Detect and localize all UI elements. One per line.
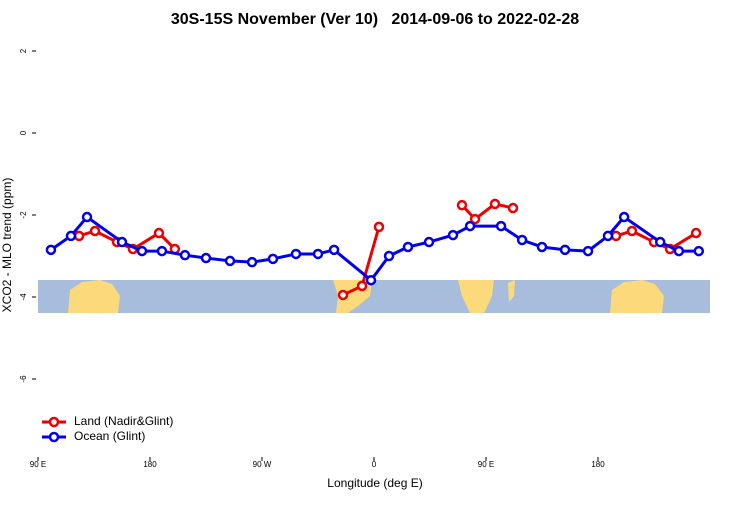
point <box>365 274 377 286</box>
point <box>464 220 476 232</box>
point <box>156 245 168 257</box>
point <box>65 230 77 242</box>
point <box>45 244 57 256</box>
point <box>423 236 435 248</box>
point <box>536 241 548 253</box>
point <box>73 230 85 242</box>
point <box>495 220 507 232</box>
x-tick-label: 90 W <box>253 460 272 469</box>
point <box>136 245 148 257</box>
point <box>489 198 501 210</box>
point <box>267 253 279 265</box>
point <box>224 255 236 267</box>
point <box>312 248 324 260</box>
legend-label: Land (Nadir&Glint) <box>74 414 173 428</box>
point <box>200 252 212 264</box>
point <box>654 236 666 248</box>
point <box>447 229 459 241</box>
x-tick-label: 90 E <box>478 460 494 469</box>
point <box>153 227 165 239</box>
point <box>582 245 594 257</box>
point <box>383 250 395 262</box>
point <box>516 234 528 246</box>
legend-marker <box>48 431 60 443</box>
x-tick-label: 180 <box>143 460 157 469</box>
point <box>456 199 468 211</box>
point <box>373 221 385 233</box>
point <box>559 244 571 256</box>
point <box>626 225 638 237</box>
point <box>356 280 368 292</box>
point <box>116 236 128 248</box>
point <box>602 230 614 242</box>
y-tick-label: 0 <box>19 130 28 135</box>
x-tick-label: 180 <box>591 460 605 469</box>
point <box>328 244 340 256</box>
y-tick-label: -6 <box>19 375 28 383</box>
point <box>673 245 685 257</box>
map-band <box>38 280 710 313</box>
legend-label: Ocean (Glint) <box>74 429 145 443</box>
chart-title: 30S-15S November (Ver 10) 2014-09-06 to … <box>171 11 579 28</box>
y-tick-label: -2 <box>19 211 28 219</box>
point <box>693 245 705 257</box>
y-tick-label: 2 <box>19 48 28 53</box>
point <box>246 256 258 268</box>
point <box>507 202 519 214</box>
point <box>610 230 622 242</box>
point <box>690 227 702 239</box>
point <box>89 225 101 237</box>
point <box>81 211 93 223</box>
legend-marker <box>48 416 60 428</box>
point <box>179 249 191 261</box>
y-axis-label: XCO2 - MLO trend (ppm) <box>0 178 14 313</box>
x-tick-label: 0 <box>372 460 377 469</box>
y-tick-label: -4 <box>19 293 28 301</box>
point <box>469 213 481 225</box>
point <box>337 289 349 301</box>
x-tick-label: 90 E <box>30 460 46 469</box>
point <box>290 248 302 260</box>
point <box>618 211 630 223</box>
point <box>402 241 414 253</box>
x-axis-label: Longitude (deg E) <box>327 476 422 490</box>
